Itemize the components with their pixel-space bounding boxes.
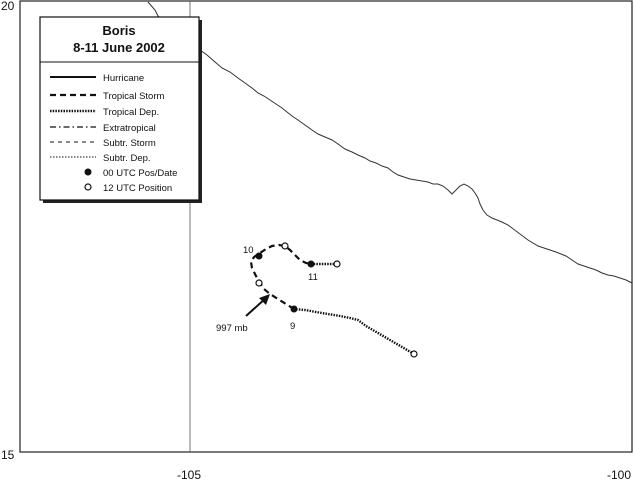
legend-storm-dates: 8-11 June 2002: [73, 40, 165, 55]
legend-label-00utc: 00 UTC Pos/Date: [103, 168, 177, 179]
lon-label-105: -105: [177, 468, 201, 480]
position-12utc-day9: [255, 279, 263, 287]
legend: Boris 8-11 June 2002 Hurricane Tropical …: [39, 16, 202, 203]
legend-label-extratropical: Extratropical: [103, 123, 156, 134]
lon-label-100: -100: [607, 468, 631, 480]
track-tropical-depression-east: [293, 307, 415, 356]
legend-label-subtr-dep: Subtr. Dep.: [103, 153, 151, 164]
legend-label-subtr-storm: Subtr. Storm: [103, 138, 156, 149]
legend-symbol-12utc: [84, 183, 92, 191]
position-00utc-day10: [255, 252, 263, 260]
date-label-9: 9: [290, 321, 295, 332]
legend-label-tropical-dep: Tropical Dep.: [103, 107, 159, 118]
legend-symbol-00utc: [84, 168, 92, 176]
date-label-10: 10: [243, 245, 254, 256]
date-label-11: 11: [308, 272, 318, 283]
legend-storm-name: Boris: [102, 23, 135, 38]
position-00utc-day11: [307, 260, 315, 268]
lat-label-20: 20: [1, 0, 15, 13]
coastline: [147, 1, 633, 284]
position-00utc-day9: [290, 305, 298, 313]
position-12utc-start: [410, 350, 418, 358]
legend-label-12utc: 12 UTC Position: [103, 183, 172, 194]
legend-box: [39, 16, 200, 201]
legend-label-tropical-storm: Tropical Storm: [103, 91, 164, 102]
position-12utc-day10: [281, 242, 289, 250]
pressure-arrow-head: [259, 294, 270, 305]
legend-label-hurricane: Hurricane: [103, 73, 144, 84]
position-12utc-end: [333, 260, 341, 268]
pressure-label: 997 mb: [216, 323, 248, 334]
lat-label-15: 15: [1, 448, 15, 462]
